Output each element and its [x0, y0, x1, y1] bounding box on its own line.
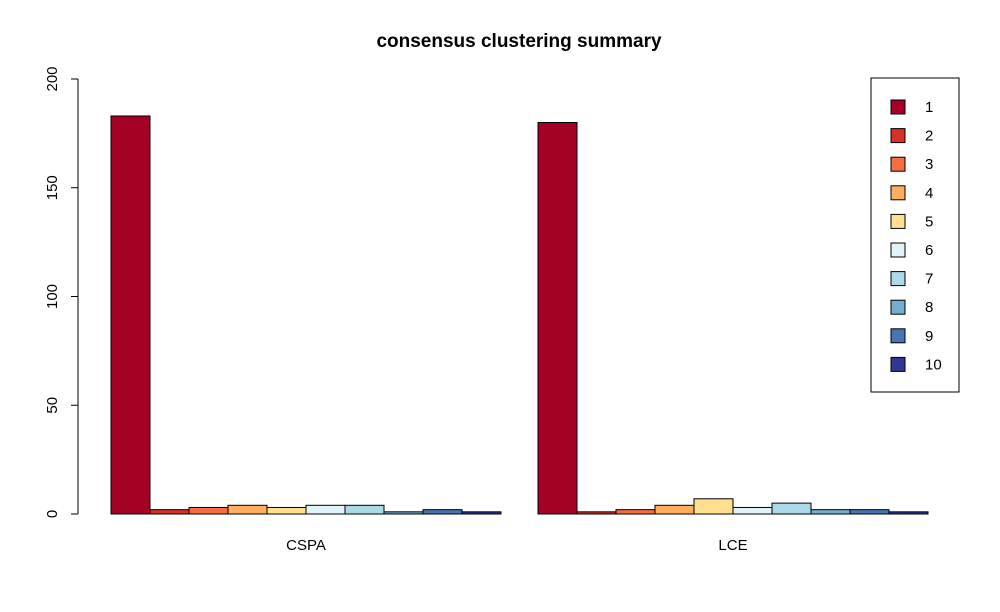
bar-cspa-2 [149, 509, 190, 515]
legend-label: 7 [925, 271, 933, 288]
bar-cspa-1 [110, 115, 151, 515]
bar-lce-3 [615, 509, 656, 515]
y-tick-label: 150 [44, 175, 61, 200]
bar-lce-7 [771, 502, 812, 515]
x-category-label: CSPA [286, 537, 326, 554]
legend: 1 2 3 4 5 6 7 8 9 10 [870, 77, 960, 393]
legend-swatch-9 [890, 328, 906, 344]
bar-cspa-5 [266, 506, 307, 515]
legend-label: 3 [925, 156, 933, 173]
bar-cspa-9 [422, 509, 463, 515]
bar-lce-9 [849, 509, 890, 515]
bar-cspa-7 [344, 504, 385, 515]
legend-swatch-6 [890, 242, 906, 258]
bar-cspa-10 [461, 511, 502, 515]
y-tick-label: 50 [44, 397, 61, 414]
legend-label: 2 [925, 128, 933, 145]
bar-lce-5 [693, 498, 734, 515]
legend-label: 5 [925, 213, 933, 230]
y-axis: 0 50 100 150 200 [44, 66, 79, 518]
legend-label: 4 [925, 185, 933, 202]
chart-title: consensus clustering summary [376, 31, 662, 52]
bar-cspa-3 [188, 506, 229, 515]
bar-lce-6 [732, 506, 773, 515]
y-tick-label: 0 [44, 510, 61, 518]
bar-cspa-6 [305, 504, 346, 515]
legend-swatch-4 [890, 185, 906, 201]
legend-label: 8 [925, 299, 933, 316]
bar-lce-8 [810, 509, 851, 515]
bar-cspa-8 [383, 511, 424, 515]
bars [110, 115, 929, 515]
bar-lce-2 [576, 511, 617, 515]
bar-lce-4 [654, 504, 695, 515]
legend-label: 9 [925, 328, 933, 345]
bar-lce-1 [537, 122, 578, 515]
legend-swatch-3 [890, 156, 906, 172]
legend-box [870, 77, 960, 393]
legend-label: 1 [925, 99, 933, 116]
legend-swatch-7 [890, 271, 906, 287]
legend-swatch-10 [890, 356, 906, 372]
legend-swatch-1 [890, 99, 906, 115]
y-tick-label: 200 [44, 66, 61, 91]
legend-swatch-2 [890, 128, 906, 144]
bar-lce-10 [888, 511, 929, 515]
legend-swatch-5 [890, 213, 906, 229]
x-category-label: LCE [718, 537, 747, 554]
y-tick-label: 100 [44, 284, 61, 309]
x-axis-labels: CSPA LCE [286, 537, 747, 554]
legend-label: 10 [925, 356, 942, 373]
legend-swatch-8 [890, 299, 906, 315]
legend-label: 6 [925, 242, 933, 259]
bar-cspa-4 [227, 504, 268, 515]
